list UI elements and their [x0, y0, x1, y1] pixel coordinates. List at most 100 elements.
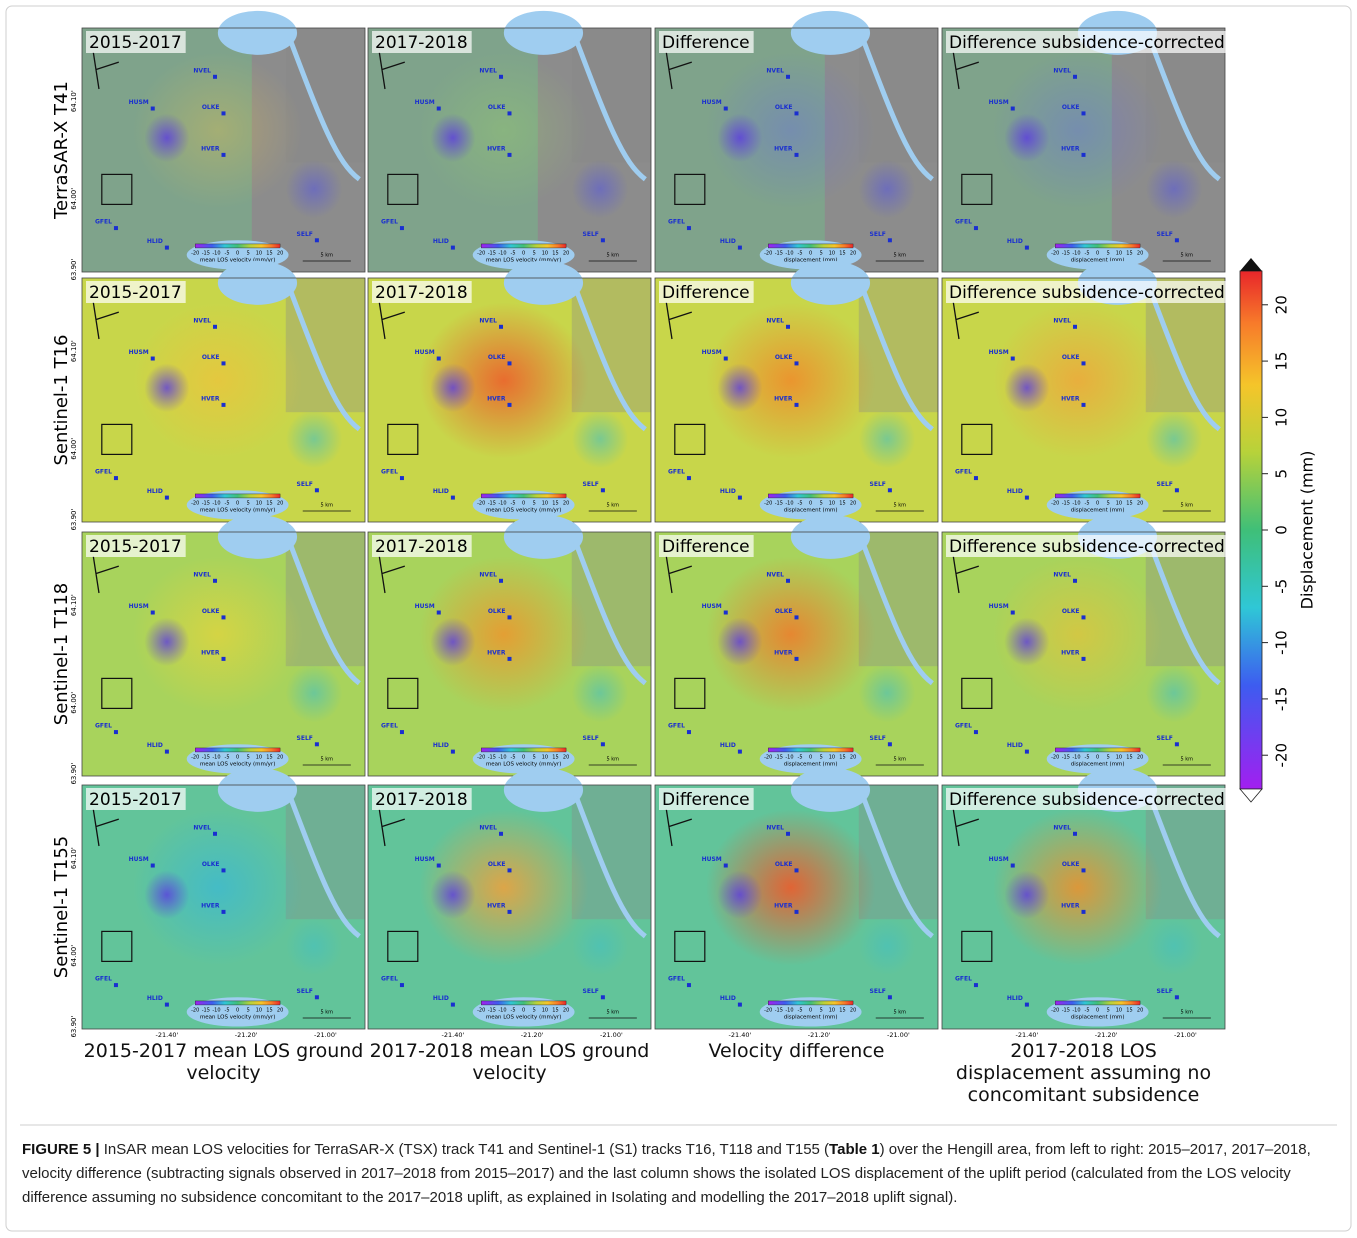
inset-tick-label: -10	[785, 250, 793, 256]
station-marker	[687, 226, 691, 230]
inset-tick-label: 0	[522, 754, 525, 760]
station-label: OLKE	[775, 608, 793, 615]
station-label: GFEL	[955, 469, 972, 476]
station-marker	[738, 1003, 742, 1007]
inset-tick-label: 0	[809, 500, 812, 506]
panel-title: Difference subsidence-corrected	[949, 283, 1225, 303]
station-marker	[508, 868, 512, 872]
station-marker	[400, 983, 404, 987]
station-marker	[499, 579, 503, 583]
inset-tick-label: 5	[820, 500, 823, 506]
inset-tick-label: -20	[191, 1007, 199, 1013]
deformation-subsidence	[144, 617, 189, 666]
deformation-east	[286, 917, 343, 976]
inset-colorbar	[1055, 1001, 1140, 1005]
inset-tick-label: 15	[266, 1007, 272, 1013]
station-marker	[795, 361, 799, 365]
lon-label: -21.00'	[887, 1031, 910, 1039]
station-label: NVEL	[766, 317, 784, 324]
inset-tick-label: -10	[1072, 754, 1080, 760]
scale-bar-label: 5 km	[321, 1009, 334, 1015]
panel-title: 2015-2017	[89, 537, 182, 557]
inset-tick-label: 20	[850, 1007, 856, 1013]
station-marker	[315, 238, 319, 242]
station-marker	[151, 864, 155, 868]
station-label: NVEL	[766, 824, 784, 831]
inset-tick-label: -10	[1072, 250, 1080, 256]
station-marker	[974, 730, 978, 734]
station-marker	[114, 730, 118, 734]
station-label: HVER	[201, 145, 220, 152]
station-label: HUSM	[415, 99, 435, 106]
deformation-subsidence	[430, 363, 475, 412]
inset-tick-label: 20	[1137, 1007, 1143, 1013]
station-label: HLID	[720, 238, 736, 245]
colorbar	[1240, 271, 1262, 789]
inset-tick-label: 10	[256, 500, 262, 506]
colorbar-tick-label: 0	[1273, 525, 1291, 535]
inset-tick-label: -10	[498, 754, 506, 760]
station-label: HUSM	[129, 603, 149, 610]
station-marker	[795, 868, 799, 872]
station-label: HUSM	[702, 603, 722, 610]
inset-tick-label: -10	[498, 1007, 506, 1013]
inset-tick-label: 0	[236, 500, 239, 506]
station-label: GFEL	[95, 469, 112, 476]
inset-tick-label: 0	[1096, 754, 1099, 760]
station-label: OLKE	[202, 608, 220, 615]
station-marker	[1025, 750, 1029, 754]
inset-tick-label: -10	[498, 500, 506, 506]
station-label: HVER	[774, 902, 793, 909]
lon-label: -21.20'	[1095, 1031, 1118, 1039]
station-label: GFEL	[668, 219, 685, 226]
inset-tick-label: -10	[212, 500, 220, 506]
station-marker	[786, 579, 790, 583]
station-marker	[222, 868, 226, 872]
station-label: NVEL	[193, 824, 211, 831]
station-label: GFEL	[381, 469, 398, 476]
inset-tick-label: -20	[477, 500, 485, 506]
inset-tick-label: -20	[764, 1007, 772, 1013]
inset-tick-label: 0	[236, 250, 239, 256]
station-label: HLID	[720, 742, 736, 749]
inset-tick-label: 0	[809, 250, 812, 256]
station-marker	[508, 615, 512, 619]
station-marker	[1073, 579, 1077, 583]
station-label: HLID	[1007, 488, 1023, 495]
inset-tick-label: -20	[477, 1007, 485, 1013]
column-label: 2015-2017 mean LOS ground velocity	[84, 1040, 364, 1084]
scale-bar-label: 5 km	[607, 1009, 620, 1015]
inset-tick-label: 10	[1116, 1007, 1122, 1013]
station-marker	[738, 750, 742, 754]
station-marker	[1082, 111, 1086, 115]
inset-tick-label: 5	[533, 250, 536, 256]
inset-tick-label: 0	[236, 754, 239, 760]
map-panel: NVELHUSMOLKEHVERGFELHLIDSELF-20-15-10-50…	[655, 261, 938, 522]
inset-tick-label: -20	[1051, 250, 1059, 256]
column-label: 2017-2018 LOS displacement assuming no c…	[944, 1040, 1224, 1106]
station-label: HUSM	[989, 856, 1009, 863]
panel-title: Difference	[662, 33, 750, 53]
station-marker	[687, 730, 691, 734]
panel-title: Difference	[662, 283, 750, 303]
panel-title: Difference	[662, 537, 750, 557]
inset-tick-label: 0	[522, 1007, 525, 1013]
station-marker	[508, 910, 512, 914]
station-marker	[437, 107, 441, 111]
deformation-subsidence	[717, 363, 762, 412]
inset-tick-label: 20	[563, 500, 569, 506]
station-label: HVER	[201, 395, 220, 402]
station-marker	[974, 226, 978, 230]
deformation-east	[1146, 410, 1203, 469]
station-label: OLKE	[202, 104, 220, 111]
deformation-subsidence	[144, 870, 189, 919]
colorbar-tick-label: -15	[1273, 687, 1291, 712]
station-label: HLID	[433, 238, 449, 245]
map-panel: NVELHUSMOLKEHVERGFELHLIDSELF-20-15-10-50…	[368, 261, 651, 522]
inset-tick-label: 20	[850, 754, 856, 760]
inset-label: mean LOS velocity (mm/yr)	[200, 507, 275, 513]
inset-label: mean LOS velocity (mm/yr)	[486, 1014, 561, 1020]
station-marker	[795, 657, 799, 661]
station-label: HUSM	[702, 349, 722, 356]
inset-colorbar	[1055, 494, 1140, 498]
